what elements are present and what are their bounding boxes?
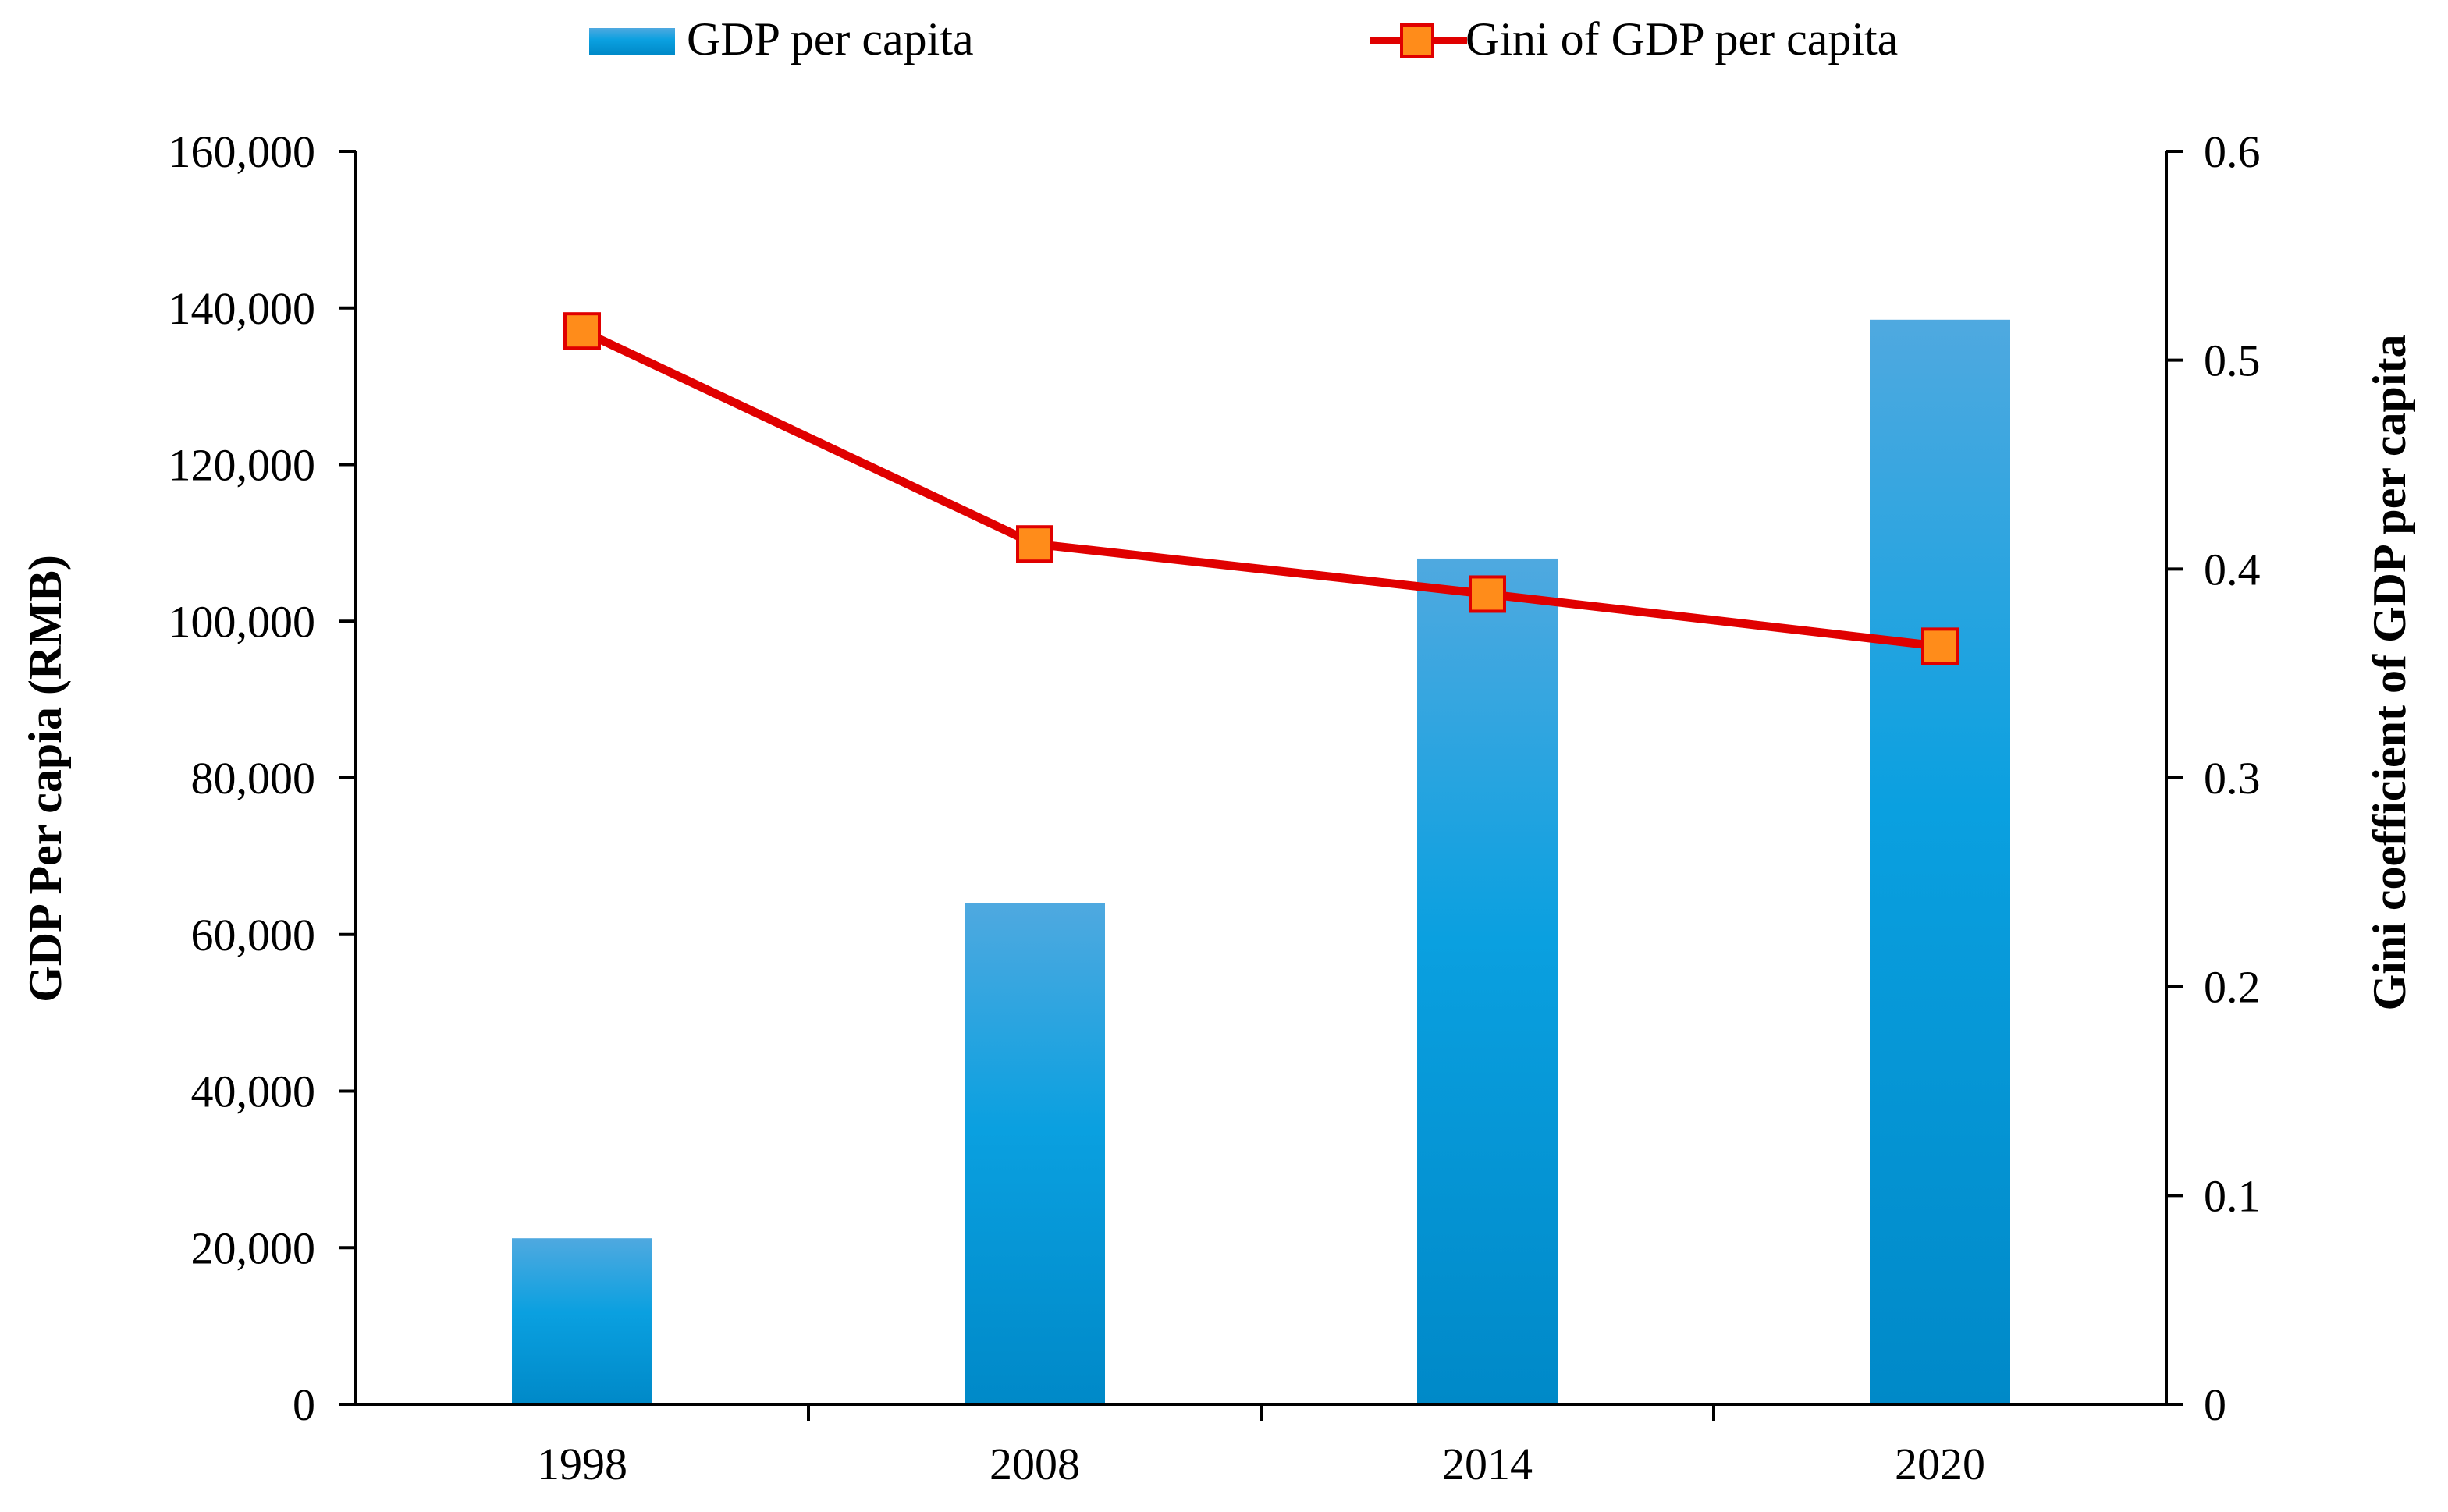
legend: GDP per capita Gini of GDP per capita <box>589 13 1898 65</box>
gini-marker-2008 <box>1016 525 1053 563</box>
legend-label-gdp: GDP per capita <box>687 13 974 65</box>
y-axis-title: GDP Per capia (RMB) <box>20 555 71 1003</box>
gini-line <box>580 327 1941 651</box>
y-tick-label: 160,000 <box>169 126 316 177</box>
y2-tick-label: 0.1 <box>2204 1170 2261 1221</box>
gini-series <box>563 312 1959 665</box>
y2-tick-label: 0.4 <box>2204 544 2261 595</box>
bar-2008 <box>965 903 1105 1404</box>
x-tick-label: 2020 <box>1895 1439 1985 1489</box>
bar-2014 <box>1417 558 1558 1405</box>
x-tick-label: 2014 <box>1442 1439 1533 1489</box>
y2-tick-label: 0.6 <box>2204 126 2261 177</box>
y-tick-label: 120,000 <box>169 440 316 491</box>
y2-tick-label: 0.2 <box>2204 962 2261 1013</box>
gini-marker-2020 <box>1921 627 1959 665</box>
axis-titles: GDP Per capia (RMB) Gini coefficient of … <box>20 334 2415 1010</box>
bar-2020 <box>1870 319 2010 1404</box>
y2-tick-label: 0.5 <box>2204 335 2261 386</box>
y-tick-label: 0 <box>293 1379 315 1430</box>
y2-tick-label: 0.3 <box>2204 753 2261 804</box>
legend-swatch-gini-marker <box>1400 23 1434 58</box>
y-tick-label: 40,000 <box>191 1067 316 1117</box>
y-tick-label: 60,000 <box>191 910 316 960</box>
axes: 0 20,000 40,000 60,000 80,000 100,000 120,000 1… <box>169 126 2261 1489</box>
gini-marker-1998 <box>563 312 601 350</box>
legend-label-gini: Gini of GDP per capita <box>1466 13 1898 65</box>
legend-swatch-gdp <box>589 28 675 55</box>
y-tick-label: 80,000 <box>191 753 316 804</box>
y-tick-label: 100,000 <box>169 596 316 647</box>
gini-marker-2014 <box>1469 575 1506 613</box>
x-tick-label: 2008 <box>990 1439 1080 1489</box>
y2-tick-label: 0 <box>2204 1379 2226 1430</box>
bar-1998 <box>512 1238 652 1404</box>
x-tick-label: 1998 <box>537 1439 627 1489</box>
y-tick-label: 20,000 <box>191 1223 316 1273</box>
y2-axis-title: Gini coefficient of GDP per capita <box>2364 334 2415 1010</box>
bars <box>512 319 2010 1405</box>
y-tick-label: 140,000 <box>169 283 316 334</box>
